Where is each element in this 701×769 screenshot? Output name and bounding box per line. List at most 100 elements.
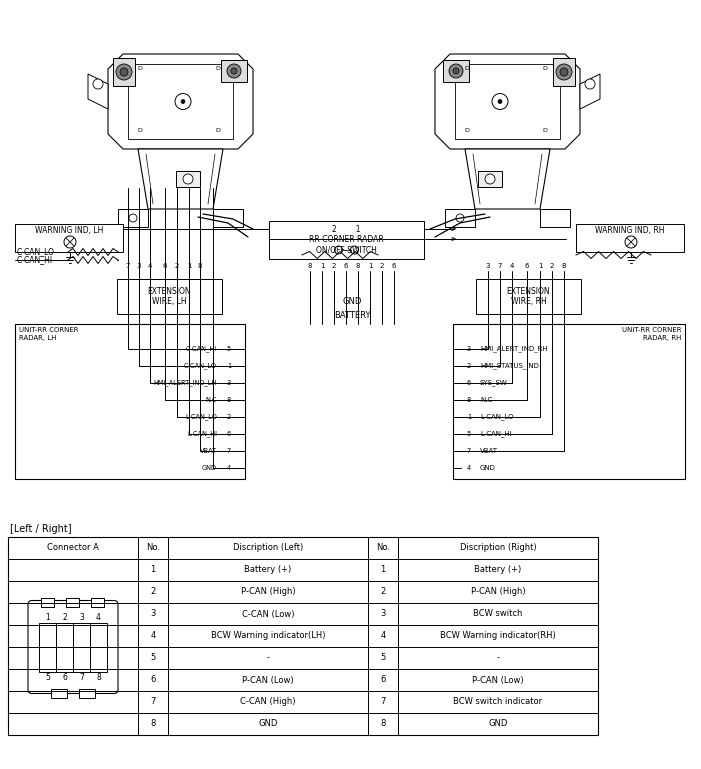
Text: -: -	[496, 654, 500, 663]
Circle shape	[449, 64, 463, 78]
Text: D: D	[543, 66, 547, 72]
Polygon shape	[580, 74, 600, 109]
Text: [Left / Right]: [Left / Right]	[10, 524, 72, 534]
Bar	[455, 64, 560, 139]
Text: 3: 3	[79, 613, 84, 622]
Polygon shape	[435, 54, 580, 149]
Text: 5: 5	[227, 346, 231, 352]
Text: UNIT-RR CORNER: UNIT-RR CORNER	[622, 327, 681, 333]
Bar	[553, 58, 575, 86]
Text: 2: 2	[550, 263, 554, 269]
Circle shape	[129, 214, 137, 222]
Circle shape	[556, 64, 572, 80]
Text: 3: 3	[137, 263, 141, 269]
Circle shape	[93, 79, 103, 89]
Circle shape	[175, 94, 191, 109]
Polygon shape	[108, 54, 253, 149]
Circle shape	[585, 79, 595, 89]
Text: HMI_ALERT_IND_LH: HMI_ALERT_IND_LH	[154, 380, 217, 386]
Circle shape	[231, 68, 237, 74]
Bar	[128, 64, 233, 139]
Text: 2: 2	[467, 363, 471, 369]
Text: 1: 1	[186, 263, 191, 269]
Bar	[576, 224, 684, 252]
Bar	[15, 324, 245, 479]
Text: 8: 8	[150, 720, 156, 728]
Text: 7: 7	[227, 448, 231, 454]
Text: 1: 1	[320, 263, 325, 269]
Text: L-CAN_HI: L-CAN_HI	[187, 431, 217, 438]
Text: GND: GND	[202, 465, 217, 471]
Text: RADAR, LH: RADAR, LH	[19, 335, 57, 341]
Text: 8: 8	[355, 263, 360, 269]
Text: 2        1: 2 1	[332, 225, 361, 234]
Text: GND: GND	[489, 720, 508, 728]
Text: 7: 7	[125, 263, 130, 269]
Text: Battery (+): Battery (+)	[245, 565, 292, 574]
Text: 6: 6	[163, 263, 168, 269]
Text: 6: 6	[150, 675, 156, 684]
Bar	[73, 647, 90, 671]
Text: EXTENSION
WIRE, RH: EXTENSION WIRE, RH	[507, 287, 550, 306]
Bar	[39, 622, 56, 647]
Bar	[113, 58, 135, 86]
Text: 2: 2	[151, 588, 156, 597]
Text: 8: 8	[308, 263, 312, 269]
Text: 5: 5	[151, 654, 156, 663]
Text: 5: 5	[45, 673, 50, 682]
Text: D: D	[216, 66, 220, 72]
Text: 1: 1	[381, 565, 386, 574]
Bar	[56, 647, 73, 671]
Text: No.: No.	[146, 544, 160, 552]
Bar	[8, 537, 598, 735]
Circle shape	[227, 64, 241, 78]
Polygon shape	[465, 149, 550, 209]
Text: 7: 7	[79, 673, 84, 682]
Text: 6: 6	[467, 380, 471, 386]
Bar	[41, 598, 54, 607]
Bar	[66, 598, 79, 607]
Bar	[540, 209, 570, 227]
Circle shape	[181, 99, 185, 104]
Bar	[91, 598, 104, 607]
Text: 2: 2	[227, 414, 231, 420]
Text: C-CAN_HI: C-CAN_HI	[186, 345, 217, 352]
Bar	[90, 647, 107, 671]
Text: 1: 1	[151, 565, 156, 574]
Text: BATTERY: BATTERY	[334, 311, 370, 321]
Circle shape	[120, 68, 128, 76]
Text: N.C: N.C	[205, 397, 217, 403]
Text: 4: 4	[148, 263, 152, 269]
Bar	[176, 171, 200, 187]
Text: D: D	[137, 128, 142, 134]
Text: 3: 3	[227, 380, 231, 386]
Text: 6: 6	[525, 263, 529, 269]
Text: P-CAN (High): P-CAN (High)	[240, 588, 295, 597]
Text: 8: 8	[198, 263, 203, 269]
Text: HMI_STATUS_IND: HMI_STATUS_IND	[480, 363, 539, 369]
Text: WARNING IND, LH: WARNING IND, LH	[35, 227, 103, 235]
Circle shape	[492, 94, 508, 109]
Circle shape	[485, 174, 495, 184]
Text: L-CAN_HI: L-CAN_HI	[480, 431, 512, 438]
Text: GND: GND	[258, 720, 278, 728]
Bar	[79, 688, 95, 697]
Text: 7: 7	[498, 263, 502, 269]
Bar	[221, 60, 247, 82]
Text: 4: 4	[227, 465, 231, 471]
Text: 1: 1	[368, 263, 372, 269]
Text: C-CAN_LO: C-CAN_LO	[184, 363, 217, 369]
Text: 3: 3	[486, 263, 490, 269]
Bar	[476, 279, 581, 314]
Text: P-CAN (Low): P-CAN (Low)	[242, 675, 294, 684]
Text: 1: 1	[538, 263, 543, 269]
Text: L-CAN_LO: L-CAN_LO	[185, 414, 217, 421]
Circle shape	[334, 246, 343, 254]
Text: D: D	[543, 128, 547, 134]
Text: 6: 6	[227, 431, 231, 437]
Bar	[478, 171, 502, 187]
Polygon shape	[88, 74, 108, 109]
Text: BCW Warning indicator(LH): BCW Warning indicator(LH)	[211, 631, 325, 641]
Text: BCW switch indicator: BCW switch indicator	[454, 697, 543, 707]
Bar	[90, 622, 107, 647]
